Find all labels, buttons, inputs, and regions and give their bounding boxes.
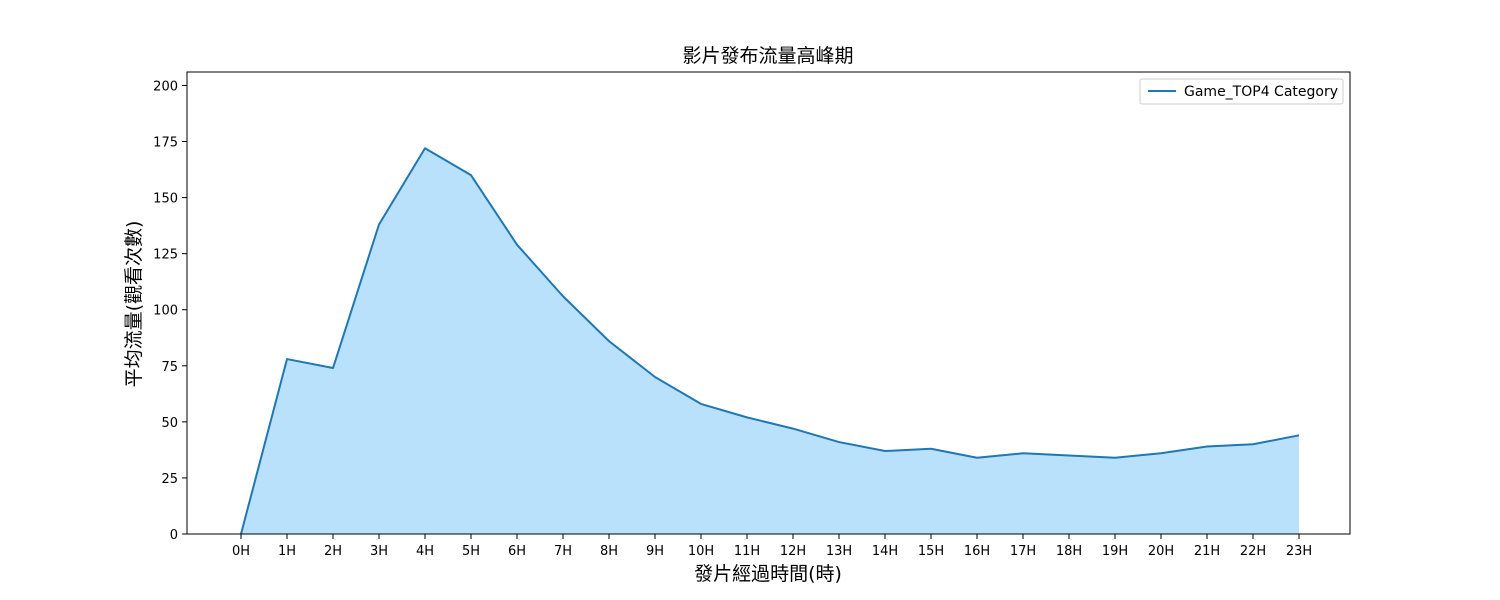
x-tick-label: 4H — [416, 544, 434, 559]
y-tick-label: 200 — [153, 79, 178, 94]
chart-title: 影片發布流量高峰期 — [682, 45, 853, 67]
x-tick-label: 10H — [688, 544, 714, 559]
area-fill — [241, 148, 1299, 534]
y-tick-label: 75 — [161, 360, 178, 375]
plot-frame — [186, 71, 1351, 535]
x-tick-label: 0H — [232, 544, 250, 559]
y-tick-label: 125 — [153, 248, 178, 263]
x-tick-label: 6H — [508, 544, 526, 559]
x-tick-label: 19H — [1102, 544, 1128, 559]
series-line — [240, 147, 1300, 535]
x-axis-title: 發片經過時間(時) — [694, 563, 842, 585]
y-tick-label: 25 — [161, 472, 178, 487]
y-tick-label: 100 — [153, 304, 178, 319]
y-tick-label: 175 — [153, 136, 178, 151]
y-tick-label: 0 — [170, 528, 178, 543]
legend: Game_TOP4 Category — [1139, 78, 1344, 105]
x-tick-label: 17H — [1010, 544, 1036, 559]
x-tick-label: 14H — [872, 544, 898, 559]
y-tick-label: 50 — [161, 416, 178, 431]
x-tick-label: 16H — [964, 544, 990, 559]
x-tick-label: 5H — [462, 544, 480, 559]
x-tick-label: 23H — [1286, 544, 1312, 559]
x-tick-label: 13H — [826, 544, 852, 559]
x-tick-label: 22H — [1240, 544, 1266, 559]
x-tick-label: 9H — [646, 544, 664, 559]
y-axis-title: 平均流量(觀看次數) — [123, 221, 145, 388]
x-tick-label: 2H — [324, 544, 342, 559]
x-tick-label: 15H — [918, 544, 944, 559]
x-tick-label: 7H — [554, 544, 572, 559]
x-tick-label: 3H — [370, 544, 388, 559]
x-tick-label: 12H — [780, 544, 806, 559]
x-tick-label: 18H — [1056, 544, 1082, 559]
legend-label: Game_TOP4 Category — [1184, 84, 1338, 100]
legend-box — [1139, 78, 1344, 105]
x-tick-label: 1H — [278, 544, 296, 559]
plot-area: 0 25 50 75 100 125 150 175 200 0H 1H 2H 3H 4H 5H 6H 7H 8H… — [153, 71, 1351, 559]
x-tick-label: 20H — [1148, 544, 1174, 559]
x-tick-label: 11H — [734, 544, 760, 559]
y-tick-label: 150 — [153, 192, 178, 207]
x-tick-label: 21H — [1194, 544, 1220, 559]
x-tick-label: 8H — [600, 544, 618, 559]
